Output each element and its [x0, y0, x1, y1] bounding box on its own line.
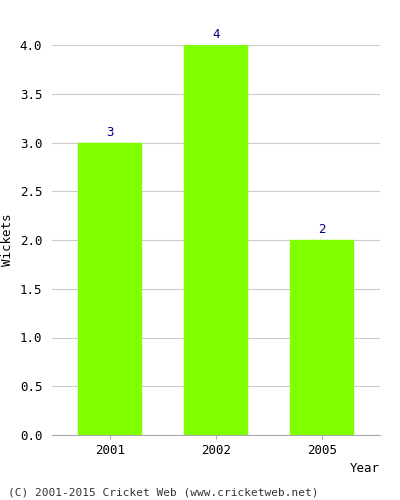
Bar: [290, 240, 354, 435]
Text: (C) 2001-2015 Cricket Web (www.cricketweb.net): (C) 2001-2015 Cricket Web (www.cricketwe…: [8, 488, 318, 498]
Text: Year: Year: [350, 462, 380, 475]
Bar: [78, 142, 142, 435]
Bar: [184, 45, 248, 435]
Text: 4: 4: [212, 28, 220, 41]
Y-axis label: Wickets: Wickets: [1, 214, 14, 266]
Text: 3: 3: [106, 126, 114, 138]
Text: 2: 2: [318, 223, 326, 236]
